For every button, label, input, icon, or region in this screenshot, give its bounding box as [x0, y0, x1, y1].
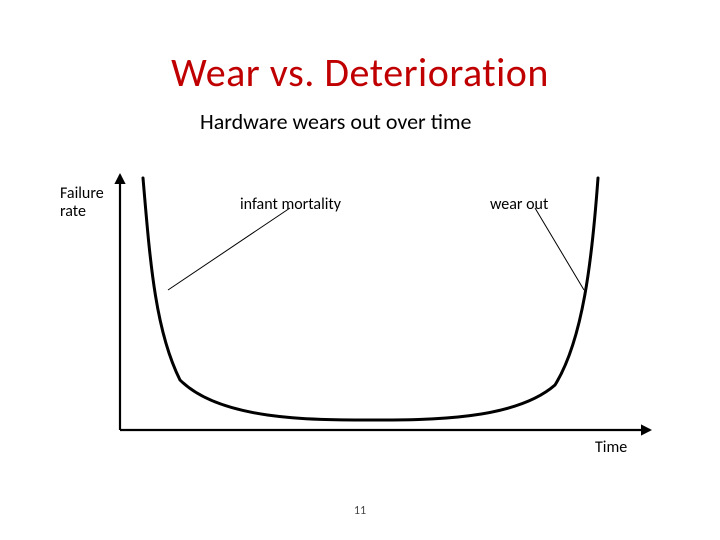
slide-subtitle: Hardware wears out over time — [200, 108, 471, 135]
slide-title: Wear vs. Deterioration — [0, 48, 720, 97]
slide: Wear vs. Deterioration Hardware wears ou… — [0, 0, 720, 540]
page-number: 11 — [0, 504, 720, 518]
annotation-infant-mortality: infant mortality — [240, 195, 341, 214]
chart-svg — [60, 170, 670, 450]
bathtub-chart: Failurerate Time infant mortality wear o… — [60, 170, 670, 450]
y-axis-label: Failurerate — [60, 185, 115, 220]
x-axis-label: Time — [595, 438, 627, 457]
annotation-wear-out: wear out — [490, 195, 548, 214]
